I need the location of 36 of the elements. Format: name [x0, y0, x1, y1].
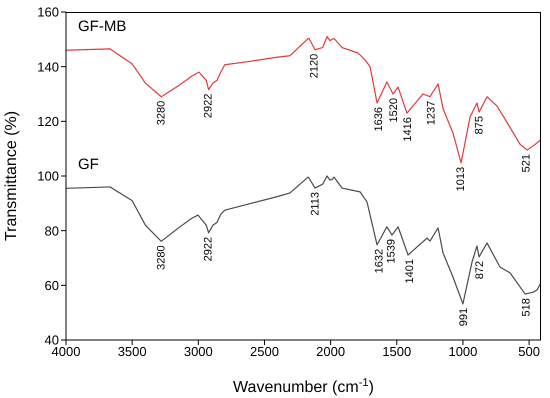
annotation: 1520 [388, 98, 400, 122]
annotation: 2922 [202, 236, 215, 262]
annotation: 2922 [202, 94, 215, 118]
annotation: 1013 [455, 166, 468, 192]
annotation: 518 [520, 298, 533, 316]
y-tick-label: 120 [37, 114, 59, 129]
series-label: GF-MB [78, 18, 126, 36]
x-tick-label: 2000 [316, 344, 346, 360]
annotation: 872 [474, 260, 486, 280]
y-tick-label: 80 [44, 223, 59, 238]
annotation: 991 [458, 308, 470, 326]
series-label: GF [78, 156, 99, 174]
annotation: 1237 [426, 100, 438, 126]
annotation: 3280 [155, 245, 168, 270]
annotation: 2120 [308, 54, 321, 78]
annotation: 3280 [155, 100, 168, 126]
y-tick-label: 100 [37, 168, 59, 184]
y-tick-label: 160 [37, 4, 59, 20]
annotation: 521 [520, 154, 532, 172]
annotation: 1416 [402, 117, 414, 142]
x-tick-label: 3000 [184, 344, 213, 360]
annotation: 1401 [404, 258, 416, 284]
x-tick-label: 1500 [382, 344, 412, 360]
y-tick-label: 140 [37, 59, 59, 74]
x-tick-label: 2500 [250, 344, 279, 360]
x-tick-label: 3500 [118, 344, 147, 360]
y-tick-label: 60 [44, 278, 59, 293]
x-axis-title: Wavenumber (cm$^{-1}$) [233, 377, 374, 396]
annotation: 875 [473, 116, 486, 134]
annotation: 1632 [373, 248, 386, 274]
annotation: 2113 [310, 192, 322, 216]
x-tick-label: 500 [518, 344, 540, 360]
y-axis-title: Transmittance (%) [3, 110, 20, 242]
annotation: 1539 [386, 239, 398, 264]
annotation: 1636 [372, 107, 385, 132]
x-tick-label: 1000 [448, 344, 478, 360]
